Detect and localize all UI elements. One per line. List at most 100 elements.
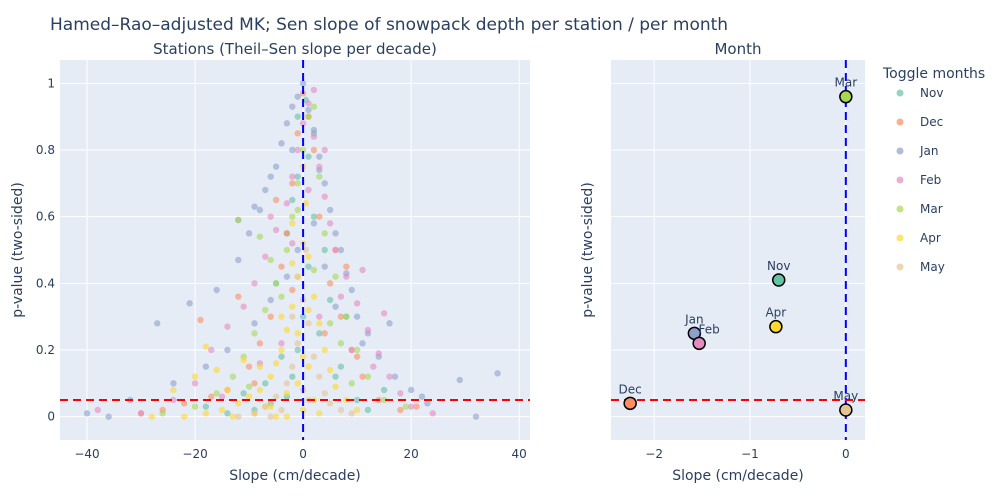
month-point-apr [769, 319, 783, 334]
legend-item-apr[interactable]: Apr [896, 231, 941, 245]
station-point-feb [272, 226, 280, 234]
station-point-apr [289, 220, 296, 227]
legend[interactable]: Nov Dec Jan Feb Mar Apr May [896, 86, 945, 274]
station-point-mar [326, 320, 334, 327]
right-reference-lines [611, 60, 865, 440]
left-panel-title: Stations (Theil–Sen slope per decade) [153, 40, 437, 58]
station-point-jan [267, 173, 274, 180]
station-point-may [272, 393, 280, 400]
station-point-mar [294, 180, 301, 187]
station-point-jan [251, 203, 258, 210]
station-point-feb [364, 326, 372, 334]
station-point-feb [386, 373, 393, 380]
station-point-jan [294, 246, 301, 254]
legend-item-jan[interactable]: Jan [896, 144, 939, 158]
station-point-dec [289, 286, 296, 294]
station-point-jan [332, 303, 339, 310]
station-point-feb [359, 266, 366, 274]
legend-item-mar[interactable]: Mar [896, 202, 943, 216]
station-point-feb [337, 293, 345, 300]
station-point-mar [191, 403, 199, 410]
station-point-feb [240, 303, 247, 310]
station-point-dec [353, 353, 361, 360]
month-point-label: May [833, 389, 858, 403]
station-point-feb [310, 133, 318, 140]
station-point-apr [305, 253, 312, 260]
station-point-apr [353, 406, 361, 414]
left-x-axis-label: Slope (cm/decade) [229, 468, 361, 484]
station-point-nov [294, 113, 301, 120]
station-point-jan [289, 103, 296, 110]
station-point-jan [267, 296, 274, 304]
station-point-jan [418, 393, 426, 400]
station-point-may [235, 413, 242, 420]
station-point-mar [364, 373, 372, 380]
station-point-jan [386, 320, 393, 327]
station-point-feb [267, 213, 274, 220]
station-point-dec [283, 230, 291, 237]
station-point-jan [472, 413, 480, 420]
station-point-mar [251, 330, 258, 337]
station-point-apr [278, 346, 285, 354]
station-point-mar [272, 280, 280, 287]
station-point-dec [208, 393, 215, 400]
station-point-feb [321, 193, 328, 200]
station-point-mar [159, 410, 166, 417]
station-point-jan [305, 106, 312, 114]
station-point-jan [278, 140, 285, 147]
station-point-apr [235, 400, 242, 407]
station-point-feb [278, 340, 285, 347]
legend-label: Dec [920, 115, 943, 129]
station-point-jan [494, 370, 501, 377]
station-point-jan [154, 320, 161, 327]
station-point-apr [240, 356, 247, 364]
station-point-apr [283, 390, 291, 397]
station-point-mar [235, 216, 242, 224]
right-panel-title: Month [714, 40, 761, 58]
station-point-feb [321, 146, 328, 154]
station-point-feb [294, 146, 301, 154]
station-point-mar [332, 273, 339, 280]
left-y-tick-label: 0.2 [36, 343, 55, 357]
station-point-dec [310, 146, 318, 154]
station-point-apr [283, 413, 291, 420]
legend-item-dec[interactable]: Dec [896, 115, 944, 129]
station-point-feb [137, 410, 145, 417]
station-point-feb [305, 100, 312, 107]
station-point-dec [267, 313, 274, 320]
station-point-mar [343, 313, 350, 320]
station-point-dec [337, 313, 345, 320]
station-point-may [267, 413, 274, 420]
station-point-nov [294, 346, 301, 354]
station-point-feb [170, 396, 177, 404]
left-x-tick-label: −40 [74, 447, 99, 461]
legend-marker [896, 263, 904, 271]
station-point-apr [294, 330, 301, 337]
legend-item-nov[interactable]: Nov [896, 86, 944, 100]
station-point-dec [321, 330, 328, 337]
station-point-feb [348, 346, 355, 354]
station-point-feb [299, 120, 307, 127]
station-point-may [302, 246, 310, 254]
station-point-dec [197, 316, 204, 324]
legend-label: Mar [920, 202, 943, 216]
station-point-nov [364, 406, 372, 414]
station-point-apr [316, 410, 323, 417]
station-point-mar [267, 256, 274, 264]
station-point-jan [310, 220, 318, 227]
station-point-jan [283, 273, 291, 280]
station-point-mar [316, 173, 323, 180]
legend-title: Toggle months [882, 66, 985, 82]
station-point-apr [202, 343, 210, 350]
station-point-apr [272, 360, 280, 367]
station-point-feb [353, 300, 361, 307]
legend-item-may[interactable]: May [896, 260, 945, 274]
station-point-dec [343, 263, 350, 270]
station-point-feb [429, 410, 436, 417]
left-points [83, 80, 501, 420]
legend-item-feb[interactable]: Feb [896, 173, 942, 187]
station-point-dec [272, 196, 280, 204]
station-point-apr [299, 406, 307, 414]
station-point-mar [245, 383, 253, 390]
